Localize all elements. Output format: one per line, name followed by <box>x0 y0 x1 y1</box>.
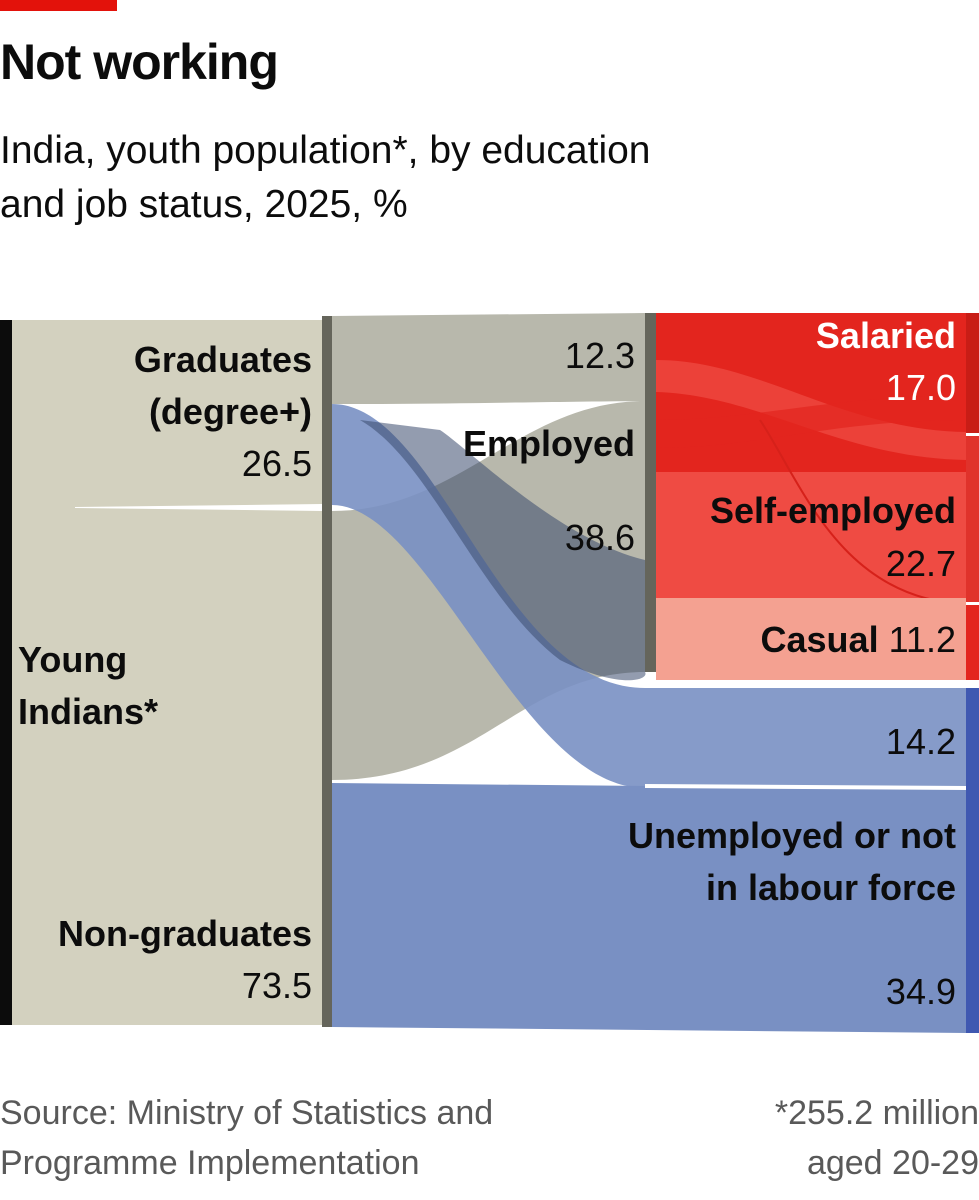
casual-bar <box>966 605 979 680</box>
salaried-value: 17.0 <box>886 367 956 408</box>
unemployed-value: 34.9 <box>886 971 956 1012</box>
non-graduates-value: 73.5 <box>242 965 312 1006</box>
employed-grad-value: 12.3 <box>565 335 635 376</box>
chart-title: Not working <box>0 34 279 90</box>
subtitle-line-1: India, youth population*, by education <box>0 129 651 172</box>
graduates-label-1: Graduates <box>134 339 312 380</box>
unemployed-bar <box>966 688 979 1033</box>
salaried-label: Salaried <box>816 315 956 356</box>
footnote: *255.2 million aged 20-29 <box>775 1088 979 1188</box>
employed-label: Employed <box>463 423 635 464</box>
flow-nongraduates-to-unemployed <box>332 783 966 1033</box>
young-indians-node <box>12 320 322 1025</box>
source-note: Source: Ministry of Statistics and Progr… <box>0 1088 493 1188</box>
unemployed-grad-value: 14.2 <box>886 721 956 762</box>
young-indians-bar <box>0 320 12 1025</box>
unemployed-gap <box>645 784 966 790</box>
non-graduates-label: Non-graduates <box>58 913 312 954</box>
graduates-split-gap <box>75 504 322 511</box>
source-line-2: Programme Implementation <box>0 1144 420 1182</box>
employed-divider <box>645 313 656 672</box>
education-divider <box>322 316 332 1027</box>
flow-overlap <box>360 420 646 681</box>
casual-value: 11.2 <box>889 619 956 660</box>
footnote-line-2: aged 20-29 <box>806 1144 979 1182</box>
source-line-1: Source: Ministry of Statistics and <box>0 1094 494 1132</box>
self-employed-bar <box>966 436 979 602</box>
self-employed-node <box>656 472 966 598</box>
flow-graduates-to-unemployed <box>332 404 966 788</box>
casual-node <box>656 598 966 680</box>
self-employed-label: Self-employed <box>710 490 956 531</box>
brand-red-bar <box>0 0 117 11</box>
casual-label: Casual 11.2 <box>761 619 956 660</box>
salaried-bar <box>966 313 979 433</box>
young-indians-label-2: Indians* <box>18 691 158 732</box>
employed-value: 38.6 <box>565 517 635 558</box>
salaried-crossflow-2 <box>656 395 966 448</box>
self-employed-value: 22.7 <box>886 543 956 584</box>
graduates-value: 26.5 <box>242 443 312 484</box>
graduates-label-2: (degree+) <box>149 391 312 432</box>
unemployed-label-1: Unemployed or not <box>628 815 956 856</box>
young-indians-label-1: Young <box>18 639 127 680</box>
flow-graduates-to-employed <box>332 313 645 404</box>
casual-name: Casual <box>761 619 879 660</box>
chart-subtitle: India, youth population*, by education a… <box>0 124 900 232</box>
subtitle-line-2: and job status, 2025, % <box>0 183 408 226</box>
self-employed-line <box>759 419 967 605</box>
unemployed-label-2: in labour force <box>706 867 956 908</box>
footnote-line-1: *255.2 million <box>774 1094 979 1132</box>
